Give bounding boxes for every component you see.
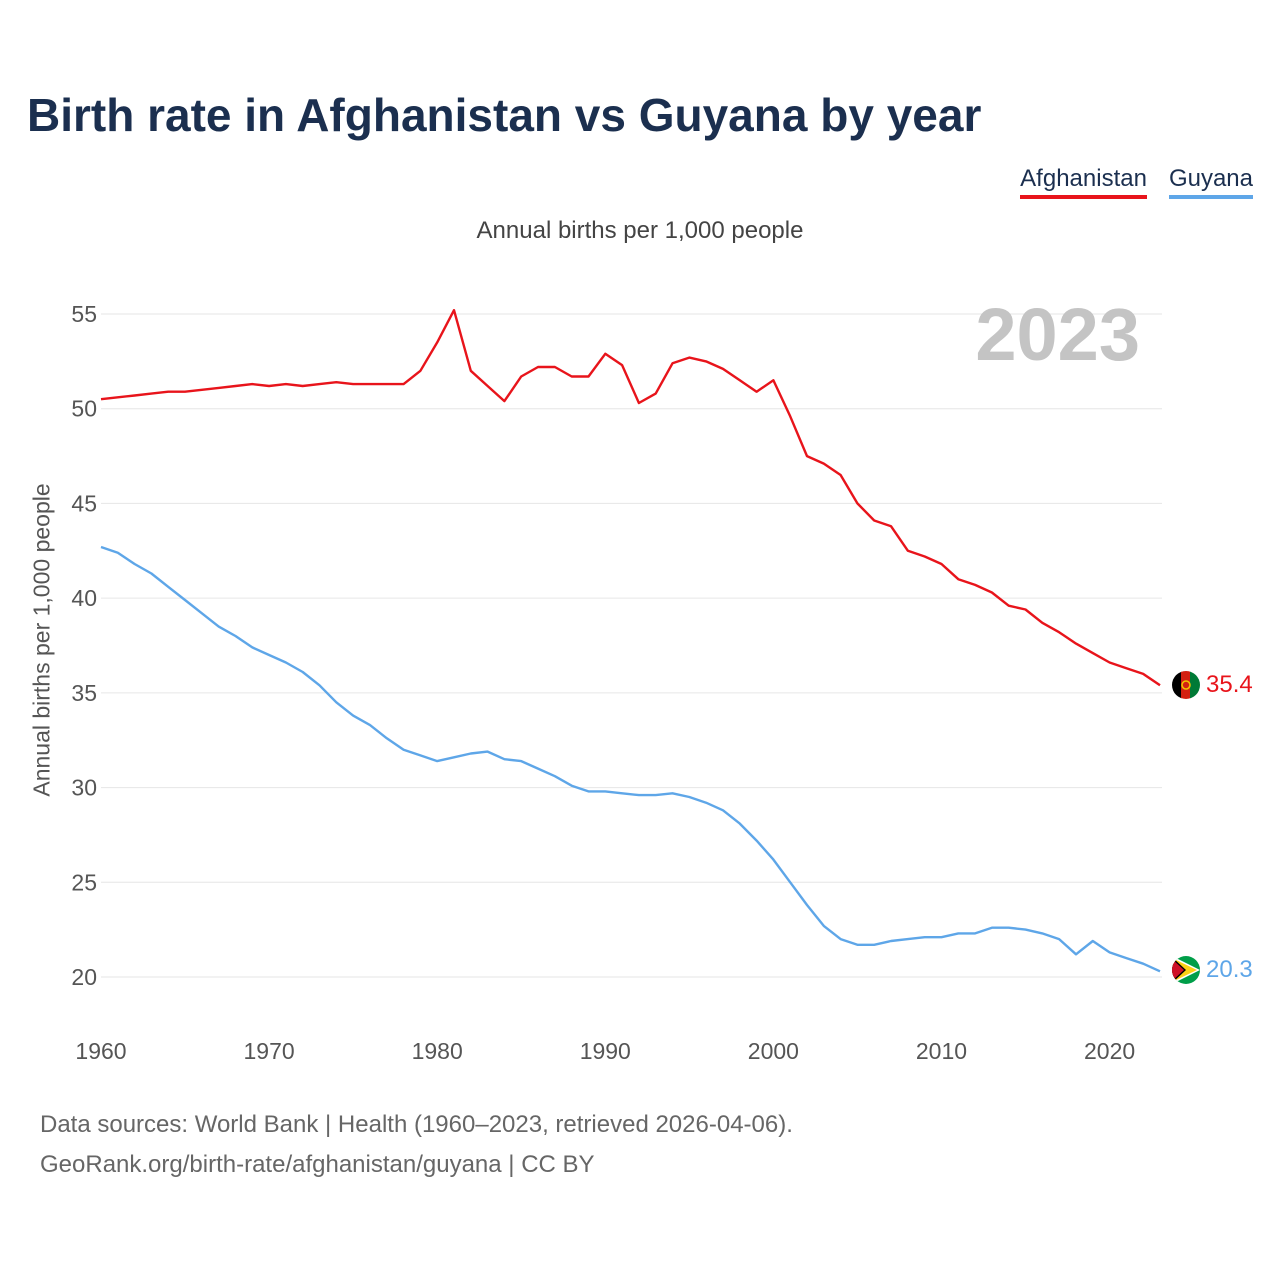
x-tick-label-2000: 2000 (748, 1038, 799, 1064)
y-tick-label-40: 40 (71, 585, 97, 611)
series-line-afghanistan (100, 309, 1161, 687)
y-tick-label-35: 35 (71, 680, 97, 706)
x-tick-label-1980: 1980 (412, 1038, 463, 1064)
x-axis-ticks: 1960 1970 1980 1990 2000 2010 2020 (75, 1038, 1135, 1064)
footer-source: Data sources: World Bank | Health (1960–… (40, 1111, 793, 1138)
x-tick-label-2010: 2010 (916, 1038, 967, 1064)
legend: Afghanistan Guyana (1020, 165, 1253, 199)
series-line-guyana (100, 545, 1161, 973)
chart-title: Birth rate in Afghanistan vs Guyana by y… (27, 89, 982, 141)
afghanistan-flag-icon (1172, 671, 1200, 699)
guyana-flag-icon (1172, 956, 1200, 984)
footer: Data sources: World Bank | Health (1960–… (40, 1105, 793, 1185)
y-axis-ticks: 20 25 30 35 40 45 50 55 (71, 301, 97, 990)
end-label-guyana: 20.3 (1206, 956, 1253, 983)
y-tick-label-30: 30 (71, 775, 97, 801)
footer-link[interactable]: GeoRank.org/birth-rate/afghanistan/guyan… (40, 1151, 595, 1178)
series-lines (100, 309, 1161, 973)
legend-item-guyana[interactable]: Guyana (1168, 165, 1253, 199)
end-label-afghanistan: 35.4 (1206, 671, 1253, 698)
x-tick-label-1970: 1970 (244, 1038, 295, 1064)
x-tick-label-1990: 1990 (580, 1038, 631, 1064)
y-tick-label-55: 55 (71, 301, 97, 327)
line-chart: 20 25 30 35 40 45 50 55 1960 1970 1980 1990 2000 201… (71, 293, 1253, 1064)
gridlines (101, 313, 1162, 978)
y-tick-label-25: 25 (71, 869, 97, 895)
x-tick-label-2020: 2020 (1084, 1038, 1135, 1064)
y-tick-label-20: 20 (71, 964, 97, 990)
y-tick-label-50: 50 (71, 396, 97, 422)
y-tick-label-45: 45 (71, 490, 97, 516)
legend-item-afghanistan[interactable]: Afghanistan (1020, 165, 1147, 199)
chart-subtitle: Annual births per 1,000 people (476, 217, 804, 244)
x-tick-label-1960: 1960 (75, 1038, 126, 1064)
year-watermark: 2023 (975, 293, 1140, 376)
